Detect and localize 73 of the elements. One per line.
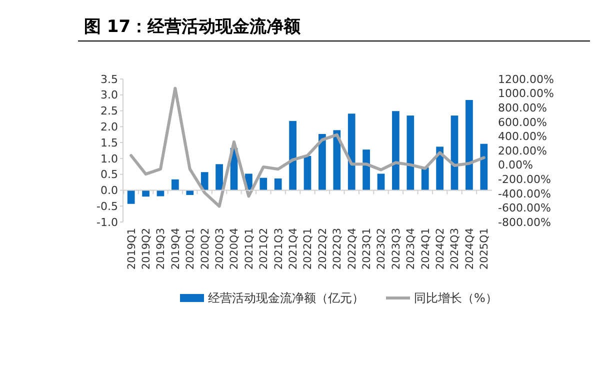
y-tick-label: 3.5 <box>100 72 118 86</box>
x-tick-label: 2020Q1 <box>184 228 197 270</box>
x-tick-label: 2019Q2 <box>140 228 152 270</box>
bar <box>172 179 179 190</box>
y-tick-label: 2.0 <box>100 120 118 134</box>
y-tick-label: 0.0 <box>100 184 118 198</box>
bar <box>362 150 370 190</box>
legend-label: 经营活动现金流净额（亿元） <box>208 291 364 306</box>
x-tick-label: 2025Q1 <box>478 228 491 270</box>
y2-tick-label: -200.00% <box>498 172 551 186</box>
x-tick-label: 2024Q2 <box>434 228 446 270</box>
y-tick-label: 1.0 <box>100 152 118 166</box>
x-tick-label: 2023Q4 <box>405 228 418 270</box>
x-tick-label: 2021Q1 <box>243 228 256 270</box>
y2-tick-label: -400.00% <box>498 187 551 200</box>
x-tick-label: 2022Q2 <box>316 228 329 270</box>
bar <box>260 178 268 190</box>
y2-tick-label: 1000.00% <box>498 87 554 100</box>
bar <box>348 114 356 190</box>
y2-tick-label: -600.00% <box>498 202 551 215</box>
bar <box>127 190 135 204</box>
x-tick-label: 2024Q4 <box>464 228 476 270</box>
y-tick-label: -0.5 <box>96 200 118 213</box>
bar <box>142 190 150 197</box>
x-tick-label: 2019Q1 <box>126 228 138 270</box>
y-tick-label: 2.5 <box>100 104 118 118</box>
legend-label: 同比增长（%） <box>414 291 498 306</box>
x-tick-label: 2019Q3 <box>155 228 168 270</box>
x-tick-label: 2019Q4 <box>170 228 182 270</box>
bar <box>186 190 194 195</box>
bar <box>466 100 473 190</box>
y2-tick-label: 600.00% <box>498 116 547 129</box>
x-tick-label: 2022Q3 <box>332 228 344 270</box>
y2-tick-label: 400.00% <box>498 130 547 144</box>
x-tick-label: 2024Q1 <box>420 228 432 270</box>
x-tick-label: 2020Q4 <box>228 228 241 270</box>
bar <box>480 144 488 190</box>
x-tick-label: 2021Q2 <box>258 228 270 270</box>
y-tick-label: 1.5 <box>100 136 118 150</box>
y-tick-label: 0.5 <box>100 168 118 182</box>
x-tick-label: 2021Q3 <box>272 228 285 270</box>
bar <box>289 120 296 190</box>
chart-title: 图 17：经营活动现金流净额 <box>84 17 302 37</box>
y2-tick-label: 0.00% <box>498 158 533 172</box>
y-tick-label: -1.0 <box>96 216 118 229</box>
bar <box>156 190 164 196</box>
bar <box>318 134 326 190</box>
bar <box>216 164 223 190</box>
bar <box>274 178 282 190</box>
y2-tick-label: 800.00% <box>498 101 547 114</box>
bar <box>392 111 400 190</box>
x-tick-label: 2024Q3 <box>449 228 462 270</box>
x-tick-label: 2023Q2 <box>376 228 388 270</box>
bar <box>436 146 444 190</box>
x-tick-label: 2023Q1 <box>360 228 373 270</box>
x-tick-label: 2021Q4 <box>287 228 300 270</box>
x-tick-label: 2022Q1 <box>302 228 314 270</box>
bar <box>200 172 208 190</box>
y2-tick-label: -800.00% <box>498 216 551 229</box>
y2-tick-label: 200.00% <box>498 144 547 158</box>
x-tick-label: 2020Q3 <box>214 228 226 270</box>
x-tick-label: 2020Q2 <box>199 228 212 270</box>
bar <box>304 156 312 190</box>
bar <box>377 174 385 190</box>
y-tick-label: 3.0 <box>100 88 118 102</box>
y2-tick-label: 1200.00% <box>498 72 554 86</box>
x-tick-label: 2023Q3 <box>390 228 402 270</box>
bar <box>333 130 341 190</box>
line-series <box>130 86 486 208</box>
x-tick-label: 2022Q4 <box>346 228 358 270</box>
bar <box>406 116 414 190</box>
bar <box>450 116 458 190</box>
bar <box>421 167 429 190</box>
